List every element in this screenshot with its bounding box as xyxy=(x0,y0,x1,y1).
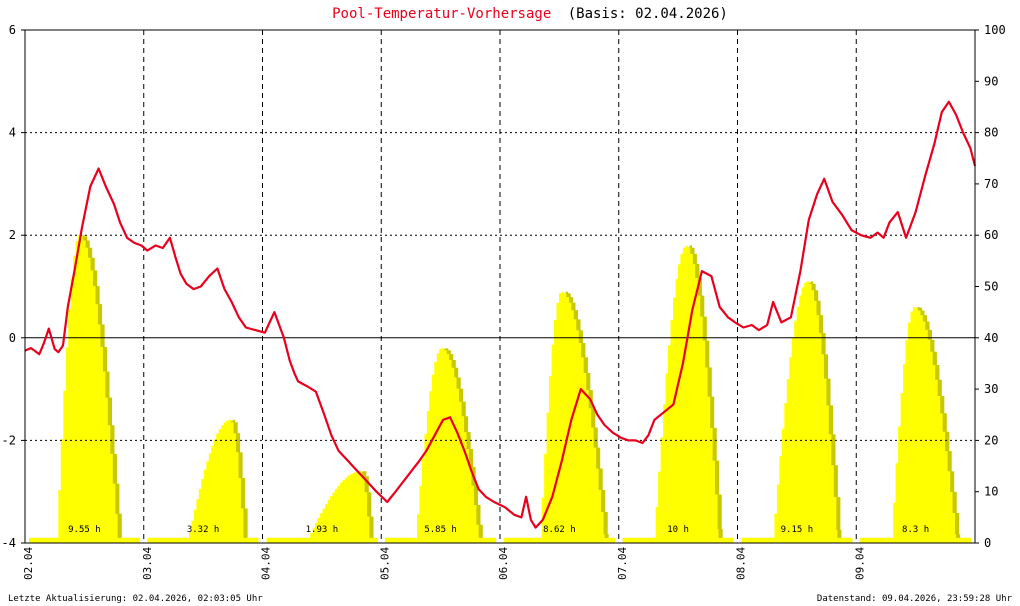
x-tick-label: 09.04 xyxy=(853,547,866,580)
y-left-tick-label: 2 xyxy=(9,228,16,242)
sunshine-bars: 9.55 h 3.32 h 1.93 h 5.85 h 8.62 h 10 h 9.15 h… xyxy=(29,235,971,544)
sunshine-hours-label: 5.85 h xyxy=(424,525,457,535)
temperature-series xyxy=(24,100,977,529)
y-right-tick-label: 40 xyxy=(984,331,998,345)
y-left-tick-label: 0 xyxy=(9,331,16,345)
x-tick-label: 06.04 xyxy=(497,547,510,580)
sunshine-hours-label: 1.93 h xyxy=(306,525,339,535)
footer-data-status: Datenstand: 09.04.2026, 23:59:28 Uhr xyxy=(817,594,1013,604)
y-left-tick-label: -4 xyxy=(2,536,16,550)
sunshine-bar-1 xyxy=(147,419,259,543)
sunshine-bar-2 xyxy=(266,471,378,543)
sunshine-bar-4 xyxy=(504,291,615,543)
sunshine-hours-label: 3.32 h xyxy=(187,525,220,535)
footer-last-update: Letzte Aktualisierung: 02.04.2026, 02:03… xyxy=(8,594,263,604)
y-left-tick-label: 4 xyxy=(9,126,16,140)
x-tick-label: 07.04 xyxy=(616,547,629,580)
sunshine-hours-label: 10 h xyxy=(667,525,689,535)
y-right-tick-label: 70 xyxy=(984,177,998,191)
axes xyxy=(21,29,979,544)
y-right-tick-label: 60 xyxy=(984,228,998,242)
y-right-tick-label: 0 xyxy=(984,536,991,550)
x-tick-label: 04.04 xyxy=(260,547,273,580)
sunshine-hours-label: 8.3 h xyxy=(902,525,929,535)
y-right-tick-label: 90 xyxy=(984,74,998,88)
x-tick-label: 02.04 xyxy=(22,547,35,580)
sunshine-bar-3 xyxy=(385,348,496,543)
y-left-tick-label: 6 xyxy=(9,23,16,37)
grid xyxy=(25,29,975,543)
sunshine-bar-7 xyxy=(860,307,971,543)
x-tick-label: 05.04 xyxy=(378,547,391,580)
sunshine-bar-0 xyxy=(29,235,140,544)
y-right-tick-label: 100 xyxy=(984,23,1006,37)
y-left-tick-label: -2 xyxy=(2,433,16,447)
x-tick-label: 03.04 xyxy=(141,547,154,580)
y-right-tick-label: 30 xyxy=(984,382,998,396)
chart-title: Pool-Temperatur-Vorhersage (Basis: 02.04… xyxy=(332,6,728,22)
sunshine-hours-label: 9.15 h xyxy=(781,525,814,535)
chart-title-main: Pool-Temperatur-Vorhersage xyxy=(332,6,551,22)
sunshine-hours-label: 9.55 h xyxy=(68,525,101,535)
y-right-tick-label: 20 xyxy=(984,433,998,447)
y-right-tick-label: 50 xyxy=(984,280,998,294)
temperature-line xyxy=(24,100,977,529)
y-right-tick-label: 80 xyxy=(984,126,998,140)
sunshine-bar-6 xyxy=(741,281,853,543)
y-right-tick-label: 10 xyxy=(984,485,998,499)
chart-title-basis: (Basis: 02.04.2026) xyxy=(568,6,728,22)
x-tick-label: 08.04 xyxy=(735,547,748,580)
sunshine-bar-5 xyxy=(622,245,734,543)
sunshine-hours-label: 8.62 h xyxy=(543,525,576,535)
